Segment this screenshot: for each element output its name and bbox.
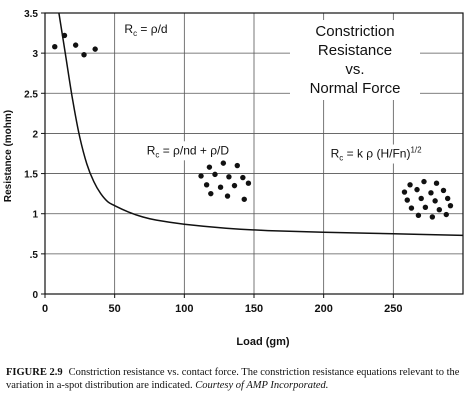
a-spot-dot — [408, 205, 415, 211]
a-spot-dot — [217, 184, 224, 190]
a-spot-dot — [443, 211, 449, 218]
a-spot-dot — [414, 186, 420, 193]
y-tick-label: 3 — [32, 49, 38, 60]
a-spot-dot — [234, 162, 240, 169]
a-spot-dot — [81, 52, 87, 58]
x-tick-label: 200 — [314, 303, 332, 315]
title-bg — [290, 20, 420, 100]
caption-credit: Courtesy of AMP Incorporated. — [195, 380, 329, 391]
annotation-bg — [327, 144, 425, 164]
caption-text: Constriction resistance vs. contact forc… — [6, 367, 460, 391]
a-spot-dot — [240, 174, 246, 181]
axes — [41, 12, 464, 298]
dot-cluster — [401, 178, 454, 220]
y-tick-label: 3.5 — [24, 9, 38, 20]
a-spot-dot — [404, 197, 410, 203]
a-spot-dot — [203, 182, 210, 188]
y-tick-label: 1 — [32, 210, 38, 221]
a-spot-dot — [61, 32, 68, 39]
a-spot-dot — [429, 214, 436, 220]
x-tick-label: 250 — [384, 303, 402, 315]
y-tick-label: 2 — [32, 129, 38, 140]
a-spot-dot — [245, 180, 252, 186]
a-spot-dot — [440, 187, 447, 194]
y-axis-label: Resistance (mohm) — [3, 110, 14, 202]
a-spot-dot — [92, 46, 98, 52]
a-spot-dot — [418, 195, 424, 202]
tick-labels: 0 50 100 150 200 250 0 .5 1 1.5 2 2.5 3 3.5 — [24, 9, 402, 315]
a-spot-dot — [428, 190, 434, 196]
a-spot-dot — [407, 182, 413, 188]
a-spot-dot — [436, 207, 443, 213]
a-spot-dot — [206, 164, 213, 170]
x-tick-label: 100 — [175, 303, 193, 315]
a-spot-dot — [421, 178, 427, 185]
equation-label: Rc = ρ/nd + ρ/D — [147, 143, 230, 159]
annotations: Rc = ρ/d Rc = ρ/nd + ρ/D Rc = k ρ (H/Fn)1/… — [121, 20, 425, 164]
figure-label: FIGURE 2.9 — [6, 367, 63, 378]
a-spot-dot — [220, 160, 227, 166]
a-spot-dot — [226, 174, 232, 180]
a-spot-dot — [212, 171, 218, 178]
a-spot-dot — [444, 195, 451, 202]
x-tick-label: 50 — [109, 303, 121, 315]
a-spot-dot — [433, 180, 440, 186]
dot-clusters — [52, 32, 454, 220]
a-spot-dot — [231, 182, 238, 189]
a-spot-dot — [415, 212, 422, 219]
figure-caption: FIGURE 2.9 Constriction resistance vs. co… — [6, 366, 464, 392]
a-spot-dot — [198, 173, 204, 179]
resistance-curve — [58, 12, 464, 237]
a-spot-dot — [447, 202, 454, 209]
y-tick-label: 1.5 — [24, 170, 38, 181]
equation-label: Rc = ρ/d — [124, 22, 167, 38]
a-spot-dot — [432, 198, 438, 204]
a-spot-dot — [52, 44, 58, 50]
a-spot-dot — [241, 196, 247, 202]
a-spot-dot — [401, 189, 408, 195]
a-spot-dot — [422, 204, 429, 210]
chart-title-line-2: Resistance — [318, 42, 392, 59]
a-spot-dot — [224, 193, 231, 199]
chart-title-line-1: Constriction — [315, 23, 394, 40]
dot-cluster — [198, 160, 252, 202]
x-tick-label: 150 — [245, 303, 263, 315]
x-tick-label: 0 — [42, 303, 48, 315]
y-tick-label: .5 — [30, 250, 39, 261]
annotation-bg — [121, 20, 171, 40]
y-tick-label: 2.5 — [24, 89, 38, 100]
chart-title-line-3: vs. — [345, 61, 364, 78]
a-spot-dot — [208, 190, 214, 197]
chart-title-line-4: Normal Force — [310, 80, 401, 97]
dot-cluster — [52, 32, 98, 58]
series — [58, 12, 464, 237]
y-tick-label: 0 — [32, 290, 38, 301]
equation-label: Rc = k ρ (H/Fn)1/2 — [331, 146, 423, 163]
x-axis-label: Load (gm) — [236, 336, 289, 348]
annotation-bg — [143, 141, 233, 161]
a-spot-dot — [72, 42, 79, 48]
